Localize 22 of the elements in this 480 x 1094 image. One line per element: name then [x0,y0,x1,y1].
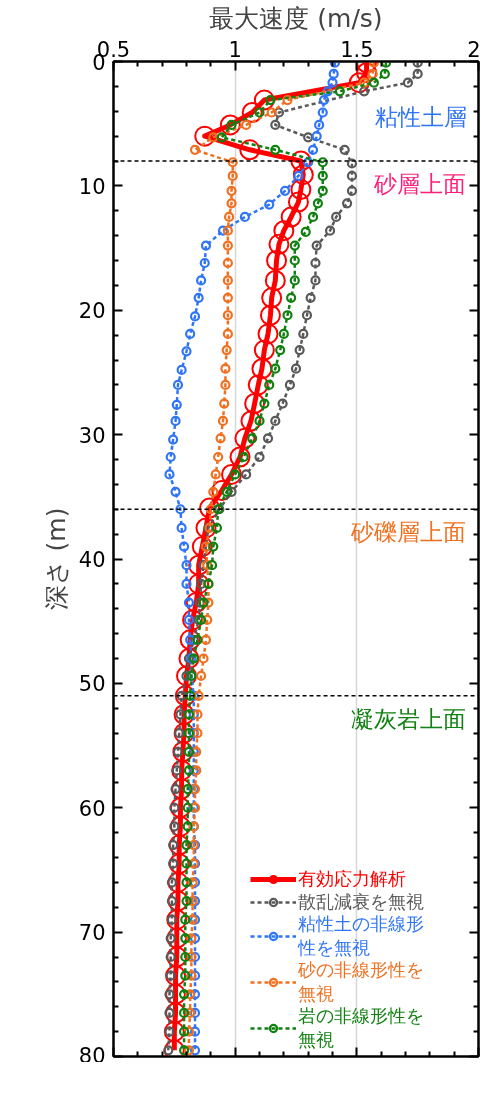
y-tick-label: 70 [78,921,106,946]
y-tick-label: 40 [78,548,106,572]
y-axis-title: 深さ (m) [41,507,71,611]
x-tick-label: 2 [467,37,480,62]
y-tick-label: 30 [78,423,106,448]
ref-line-label: 凝灰岩上面 [350,705,466,732]
y-tick-label: 50 [78,672,106,697]
legend-label: 砂の非線形性を無視 [298,958,424,1006]
y-tick-label: 80 [78,1043,106,1068]
annotation: 粘性土層 [374,103,467,130]
legend-label: 散乱減衰を無視 [298,890,424,914]
y-tick-label: 20 [78,299,106,324]
x-axis-title: 最大速度 (m/s) [209,3,383,33]
y-tick-label: 60 [78,796,106,821]
x-tick-label: 1 [228,37,242,62]
legend-label: 岩の非線形性を無視 [298,1004,424,1052]
x-tick-label: 1.5 [340,37,374,62]
ref-line-label: 砂層上面 [372,171,466,197]
ref-line-label: 砂礫層上面 [349,519,466,546]
y-tick-label: 10 [78,174,106,199]
legend-label: 粘性土の非線形性を無視 [298,912,424,960]
legend-label: 有効応力解析 [298,867,406,891]
